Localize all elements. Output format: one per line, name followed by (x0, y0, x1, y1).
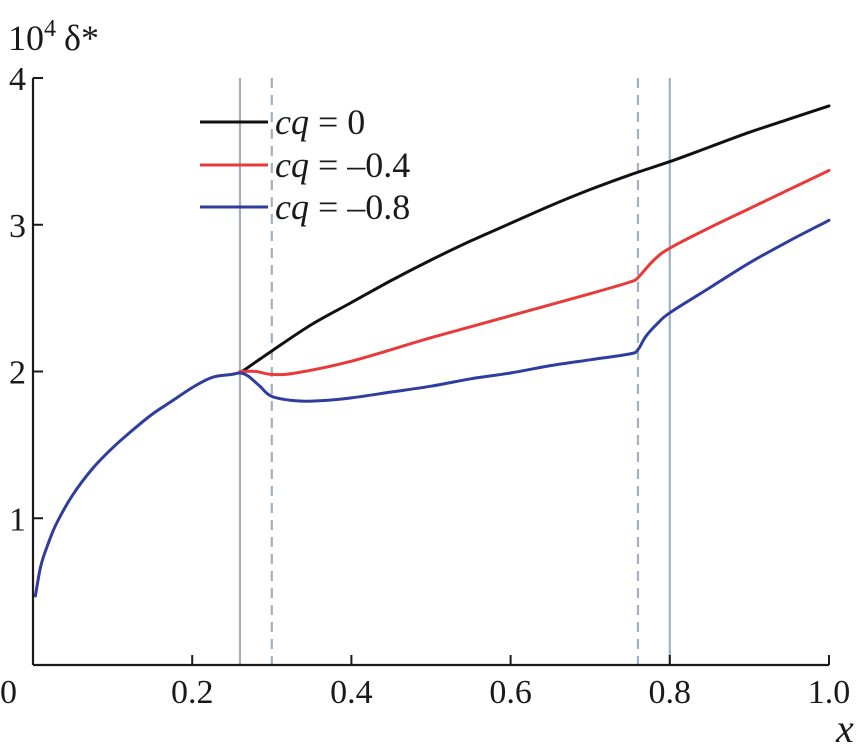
series-line-2 (33, 218, 831, 598)
legend: cq = 0cq = –0.4cq = –0.8 (200, 102, 410, 227)
x-tick-label: 0 (0, 674, 17, 711)
x-tick-label: 1.0 (808, 674, 851, 711)
x-axis-title: x (835, 706, 854, 750)
y-axis-title: 104 δ* (8, 16, 99, 58)
series-line-0 (238, 104, 831, 375)
legend-label-1: cq = –0.4 (275, 145, 410, 185)
x-tick-label: 0.8 (649, 674, 692, 711)
y-tick-label: 1 (9, 501, 26, 538)
y-tick-label: 4 (9, 61, 26, 98)
y-tick-label: 2 (9, 355, 26, 392)
axes: 0 0.2 0.4 0.6 0.8 1.0 1 2 3 4 (0, 61, 850, 711)
series-line-1 (238, 169, 831, 377)
legend-label-2: cq = –0.8 (275, 187, 410, 227)
x-tick-label: 0.6 (489, 674, 532, 711)
x-tick-label: 0.4 (330, 674, 373, 711)
y-tick-label: 3 (9, 208, 26, 245)
x-tick-label: 0.2 (171, 674, 214, 711)
legend-label-0: cq = 0 (275, 102, 365, 142)
plot-area (33, 104, 831, 598)
